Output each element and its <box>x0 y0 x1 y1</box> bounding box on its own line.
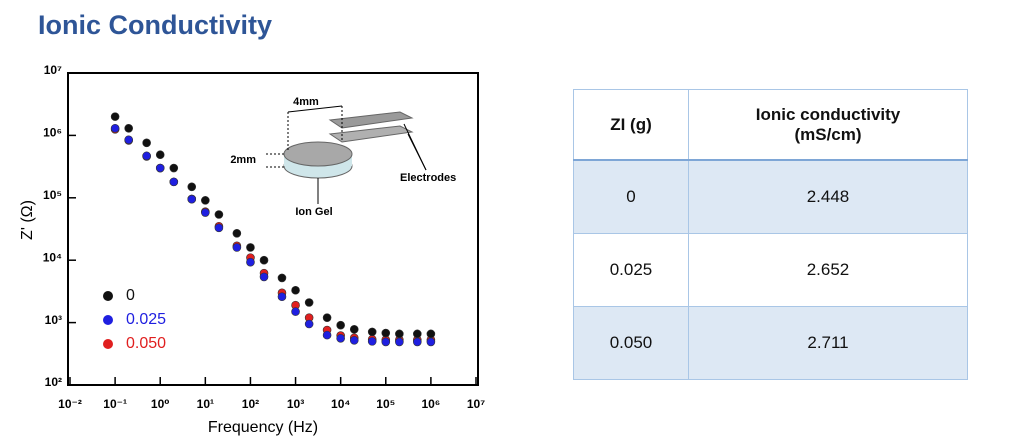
data-point <box>349 336 359 345</box>
legend-label: 0.025 <box>126 311 166 328</box>
y-tick-label: 10⁴ <box>43 250 62 264</box>
data-point <box>169 177 179 187</box>
data-point <box>336 334 345 343</box>
data-point <box>124 123 133 133</box>
data-point <box>291 285 300 295</box>
data-point <box>381 328 391 338</box>
data-point <box>259 255 269 265</box>
table-header: Ionic conductivity (mS/cm) <box>688 89 968 161</box>
data-point <box>201 208 210 217</box>
data-point <box>124 135 133 145</box>
x-axis-label: Frequency (Hz) <box>208 419 318 436</box>
data-point <box>232 228 242 238</box>
data-point <box>304 298 314 307</box>
annotation: 4mm <box>293 96 319 108</box>
data-point <box>155 163 165 173</box>
data-point <box>367 337 377 346</box>
x-tick-label: 10⁴ <box>331 397 350 411</box>
table-cell: 0.025 <box>573 233 689 307</box>
annotation: 2mm <box>230 154 256 166</box>
legend-label: 0.050 <box>126 335 166 352</box>
x-tick-label: 10¹ <box>197 397 214 411</box>
pointer <box>407 133 427 171</box>
y-tick-label: 10⁷ <box>44 63 62 77</box>
data-point <box>187 194 197 204</box>
data-point <box>413 329 422 339</box>
annotation: Electrodes <box>400 172 456 184</box>
data-point <box>110 112 120 121</box>
table-cell: 0.050 <box>573 306 689 380</box>
data-point <box>214 210 224 219</box>
x-tick-label: 10⁰ <box>151 397 170 411</box>
electrode <box>328 125 414 143</box>
annotation: Ion Gel <box>295 206 332 218</box>
data-point <box>304 319 314 329</box>
data-point <box>201 196 210 205</box>
plot-frame <box>67 72 479 386</box>
data-point <box>336 320 345 330</box>
inset-diagram: 4mm 2mm Electrodes Ion Gel <box>230 96 456 218</box>
legend-marker <box>103 291 113 301</box>
data-point <box>322 313 332 322</box>
gel-top <box>283 141 353 167</box>
y-tick-label: 10⁵ <box>43 188 62 202</box>
data-point <box>381 337 391 347</box>
data-point <box>413 337 422 347</box>
data-point <box>322 330 332 340</box>
data-point <box>246 243 255 252</box>
data-point <box>187 182 197 192</box>
data-point <box>277 292 287 302</box>
data-point <box>155 150 165 160</box>
conductivity-table: ZI (g) Ionic conductivity (mS/cm) 0 2.448… <box>573 89 968 380</box>
table-cell: 2.652 <box>688 233 968 307</box>
x-tick-label: 10⁵ <box>376 397 395 411</box>
data-point <box>277 273 287 283</box>
legend-marker <box>103 339 113 349</box>
dimension <box>287 105 343 113</box>
y-tick-label: 10² <box>45 375 62 389</box>
data-point <box>367 327 377 337</box>
x-tick-label: 10⁻¹ <box>103 397 127 411</box>
data-point <box>291 307 300 316</box>
y-tick-label: 10⁶ <box>43 126 62 140</box>
data-point <box>426 337 436 347</box>
table-cell: 2.711 <box>688 306 968 380</box>
data-point <box>395 337 404 347</box>
electrode <box>328 111 414 129</box>
table-cell: 2.448 <box>688 159 968 234</box>
data-point <box>232 243 242 252</box>
data-point <box>349 325 359 334</box>
y-tick-label: 10³ <box>45 313 62 327</box>
legend-marker <box>103 315 113 325</box>
slide-title: Ionic Conductivity <box>38 10 273 40</box>
data-point <box>110 123 120 133</box>
x-tick-label: 10⁷ <box>467 397 485 411</box>
data-point <box>259 272 269 282</box>
table-cell: 0 <box>573 159 689 234</box>
y-axis-label: Z' (Ω) <box>19 200 36 240</box>
data-point <box>426 329 436 339</box>
data-point <box>142 138 151 148</box>
data-point <box>246 257 255 267</box>
x-tick-label: 10⁻² <box>58 397 82 411</box>
data-point <box>214 223 224 233</box>
x-tick-label: 10² <box>242 397 259 411</box>
x-tick-label: 10⁶ <box>421 397 440 411</box>
x-tick-label: 10³ <box>287 397 304 411</box>
data-point <box>395 329 404 339</box>
chart: 4mm 2mm Electrodes Ion Gel Frequency (Hz… <box>19 63 485 436</box>
data-point <box>169 163 179 173</box>
legend-label: 0 <box>126 287 135 304</box>
data-point <box>142 151 151 161</box>
table-header: ZI (g) <box>573 89 689 161</box>
